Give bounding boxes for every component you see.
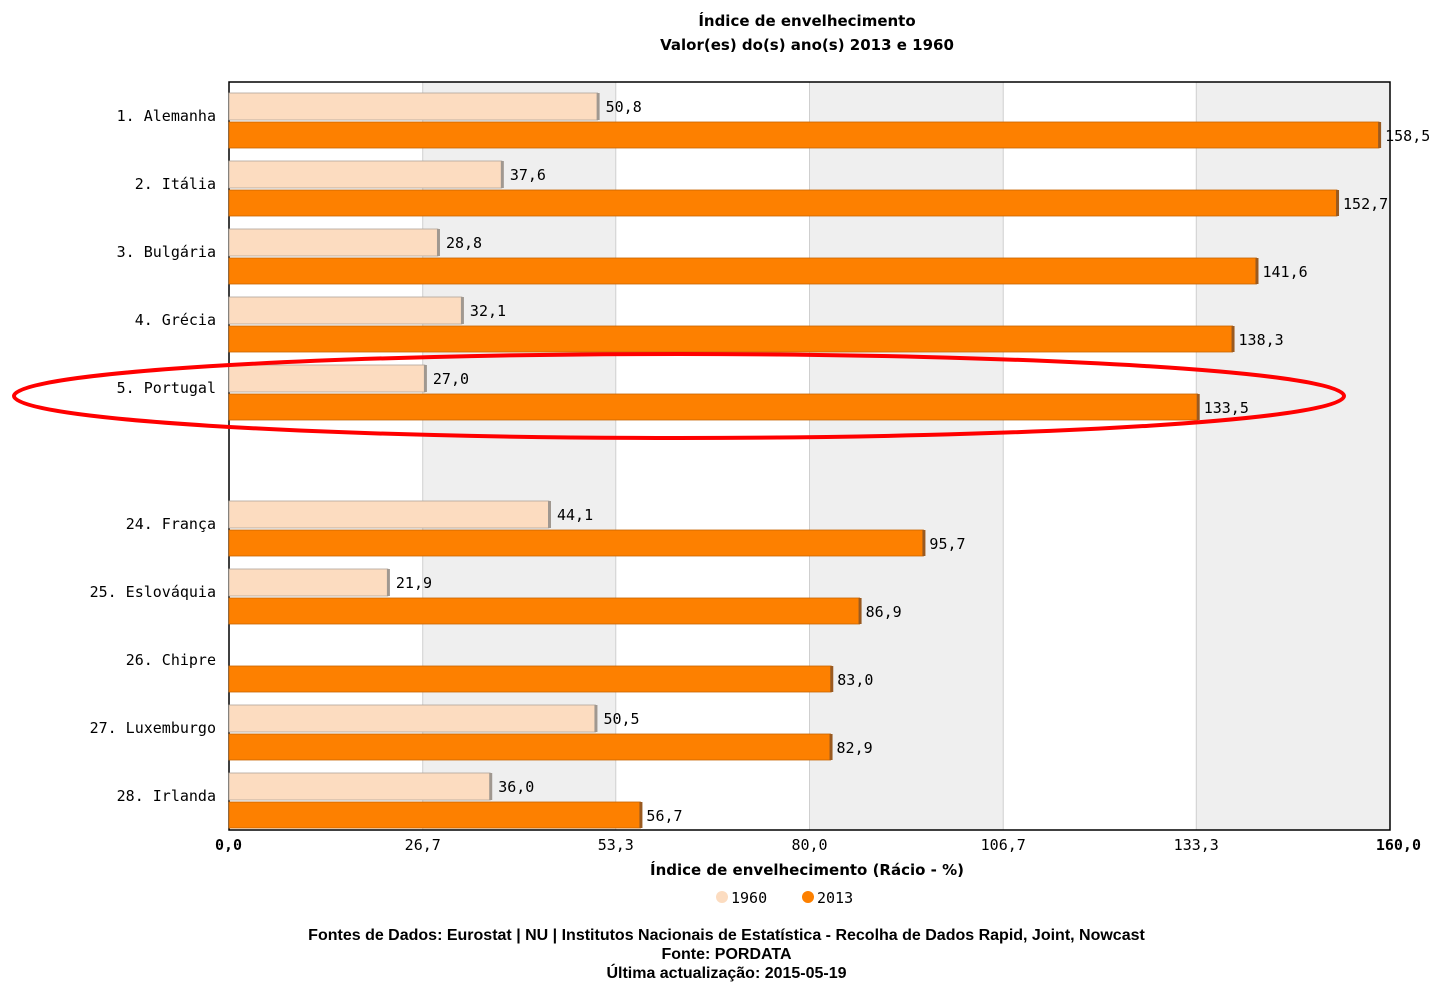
- legend-marker-2013: [802, 891, 814, 903]
- category-label: 28. Irlanda: [117, 787, 216, 805]
- category-label: 27. Luxemburgo: [90, 719, 216, 737]
- source: Fonte: PORDATA: [661, 946, 792, 963]
- data-label-2013: 83,0: [837, 671, 873, 689]
- bar-1960-end: [596, 93, 600, 120]
- bar-1960-end: [489, 773, 493, 800]
- data-label-1960: 28,8: [446, 234, 482, 252]
- chart-subtitle: Valor(es) do(s) ano(s) 2013 e 1960: [660, 36, 954, 54]
- category-label: 4. Grécia: [135, 311, 216, 329]
- bar-1960-end: [386, 569, 390, 596]
- data-label-2013: 152,7: [1343, 195, 1388, 213]
- legend-label-1960: 1960: [731, 889, 767, 907]
- category-label: 26. Chipre: [126, 651, 216, 669]
- bar-2013-end: [1336, 190, 1340, 216]
- last-updated: Última actualização: 2015-05-19: [606, 965, 847, 982]
- bar-2013-end: [858, 598, 862, 624]
- data-label-1960: 32,1: [470, 302, 506, 320]
- category-label: 24. França: [126, 515, 216, 533]
- category-label: 25. Eslováquia: [90, 583, 216, 601]
- data-label-1960: 27,0: [433, 370, 469, 388]
- bar-1960: [228, 704, 596, 733]
- data-label-1960: 50,8: [606, 98, 642, 116]
- category-label: 1. Alemanha: [117, 107, 216, 125]
- x-tick-label: 106,7: [981, 836, 1026, 854]
- bar-1960-end: [594, 705, 598, 732]
- x-tick-label: 53,3: [598, 836, 634, 854]
- category-label: 2. Itália: [135, 175, 216, 193]
- bar-2013-end: [1196, 394, 1200, 420]
- bar-1960-end: [423, 365, 427, 392]
- bar-1960: [228, 364, 426, 393]
- x-tick-label: 0,0: [215, 836, 242, 854]
- bar-2013: [228, 257, 1257, 285]
- legend-marker-1960: [716, 891, 728, 903]
- bar-1960-end: [500, 161, 504, 188]
- data-label-1960: 44,1: [557, 506, 593, 524]
- bar-2013: [228, 801, 641, 829]
- data-label-2013: 82,9: [837, 739, 873, 757]
- legend[interactable]: 1960 2013: [716, 889, 853, 907]
- data-label-2013: 138,3: [1239, 331, 1284, 349]
- data-label-2013: 141,6: [1262, 263, 1307, 281]
- data-label-1960: 50,5: [603, 710, 639, 728]
- x-tick-label: 160,0: [1376, 836, 1421, 854]
- data-label-2013: 133,5: [1204, 399, 1249, 417]
- bar-2013-end: [922, 530, 926, 556]
- x-tick-label: 26,7: [405, 836, 441, 854]
- bar-1960: [228, 160, 503, 189]
- category-label: 3. Bulgária: [117, 243, 216, 261]
- bar-1960: [228, 500, 550, 529]
- bar-1960: [228, 296, 463, 325]
- chart-footer: Fontes de Dados: Eurostat | NU | Institu…: [0, 926, 1453, 983]
- bar-2013-end: [829, 734, 833, 760]
- data-label-2013: 95,7: [929, 535, 965, 553]
- data-label-2013: 86,9: [866, 603, 902, 621]
- x-tick-label: 133,3: [1174, 836, 1219, 854]
- plot-area: 1. Alemanha 50,8 158,5 2. Itália 37,6 152,7 3.…: [12, 81, 1430, 854]
- bar-2013-end: [1231, 326, 1235, 352]
- plot-frame: [228, 81, 1391, 831]
- bar-2013: [228, 665, 832, 693]
- legend-label-2013: 2013: [817, 889, 853, 907]
- bar-2013: [228, 529, 924, 557]
- data-label-1960: 21,9: [396, 574, 432, 592]
- bar-1960: [228, 92, 599, 121]
- bar-1960: [228, 772, 491, 801]
- data-sources: Fontes de Dados: Eurostat | NU | Institu…: [308, 927, 1145, 944]
- bar-1960-end: [436, 229, 440, 256]
- bar-2013-end: [830, 666, 834, 692]
- bar-1960-end: [548, 501, 552, 528]
- bar-chart: Índice de envelhecimento Valor(es) do(s)…: [12, 11, 1430, 907]
- bar-2013-end: [1378, 122, 1382, 148]
- bar-2013: [228, 393, 1199, 421]
- x-tick-label: 80,0: [791, 836, 827, 854]
- x-axis-label: Índice de envelhecimento (Rácio - %): [650, 860, 964, 879]
- bar-1960: [228, 228, 439, 257]
- bar-1960-end: [460, 297, 464, 324]
- category-label: 5. Portugal: [117, 379, 216, 397]
- bar-2013: [228, 189, 1338, 217]
- chart-title: Índice de envelhecimento: [698, 11, 915, 30]
- bar-2013-end: [639, 802, 643, 828]
- data-label-2013: 158,5: [1385, 127, 1430, 145]
- bar-2013: [228, 121, 1380, 149]
- bar-2013: [228, 733, 831, 761]
- data-label-1960: 37,6: [510, 166, 546, 184]
- data-label-2013: 56,7: [646, 807, 682, 825]
- bar-2013-end: [1255, 258, 1259, 284]
- highlight-ellipse: [12, 352, 1346, 440]
- bar-2013: [228, 597, 860, 625]
- bar-2013: [228, 325, 1233, 353]
- data-label-1960: 36,0: [498, 778, 534, 796]
- bar-1960: [228, 568, 389, 597]
